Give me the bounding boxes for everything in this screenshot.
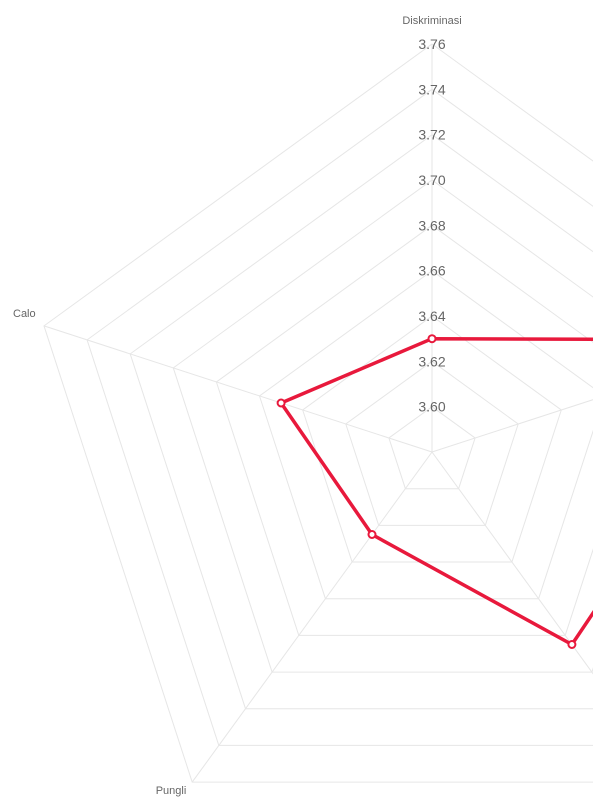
grid-ring bbox=[345, 360, 519, 526]
tick-label: 3.60 bbox=[418, 399, 445, 415]
axis-spoke bbox=[43, 325, 433, 453]
radial-tick-labels: 3.60 3.62 3.64 3.66 3.68 3.70 3.72 3.74 3.76 bbox=[418, 36, 445, 415]
radar-spokes bbox=[43, 44, 593, 783]
grid-ring bbox=[129, 134, 593, 710]
tick-label: 3.68 bbox=[418, 217, 445, 233]
data-point bbox=[427, 334, 437, 344]
grid-ring bbox=[215, 224, 593, 636]
axis-label-pungli: Pungli bbox=[156, 785, 187, 797]
axis-spoke bbox=[431, 451, 593, 675]
data-point bbox=[367, 530, 377, 539]
grid-ring bbox=[86, 88, 593, 746]
grid-ring bbox=[172, 179, 593, 673]
grid-ring bbox=[388, 406, 476, 490]
tick-label: 3.62 bbox=[418, 353, 445, 369]
tick-label: 3.76 bbox=[418, 36, 445, 52]
grid-ring bbox=[302, 315, 562, 563]
tick-label: 3.64 bbox=[418, 308, 445, 324]
data-point bbox=[567, 640, 577, 649]
axis-label-calo: Calo bbox=[13, 308, 36, 320]
grid-ring bbox=[258, 270, 593, 600]
axis-labels: Diskriminasi Pungli Calo bbox=[13, 15, 462, 797]
axis-spoke bbox=[431, 399, 593, 453]
axis-label-diskriminasi: Diskriminasi bbox=[402, 15, 461, 27]
tick-label: 3.70 bbox=[418, 172, 445, 188]
radar-grid bbox=[43, 43, 593, 783]
axis-spoke bbox=[191, 451, 433, 783]
tick-label: 3.74 bbox=[418, 81, 445, 97]
radar-series bbox=[276, 334, 593, 649]
series-line bbox=[279, 336, 593, 647]
data-point bbox=[276, 398, 286, 408]
tick-label: 3.72 bbox=[418, 127, 445, 143]
grid-ring bbox=[43, 43, 593, 783]
tick-label: 3.66 bbox=[418, 263, 445, 279]
